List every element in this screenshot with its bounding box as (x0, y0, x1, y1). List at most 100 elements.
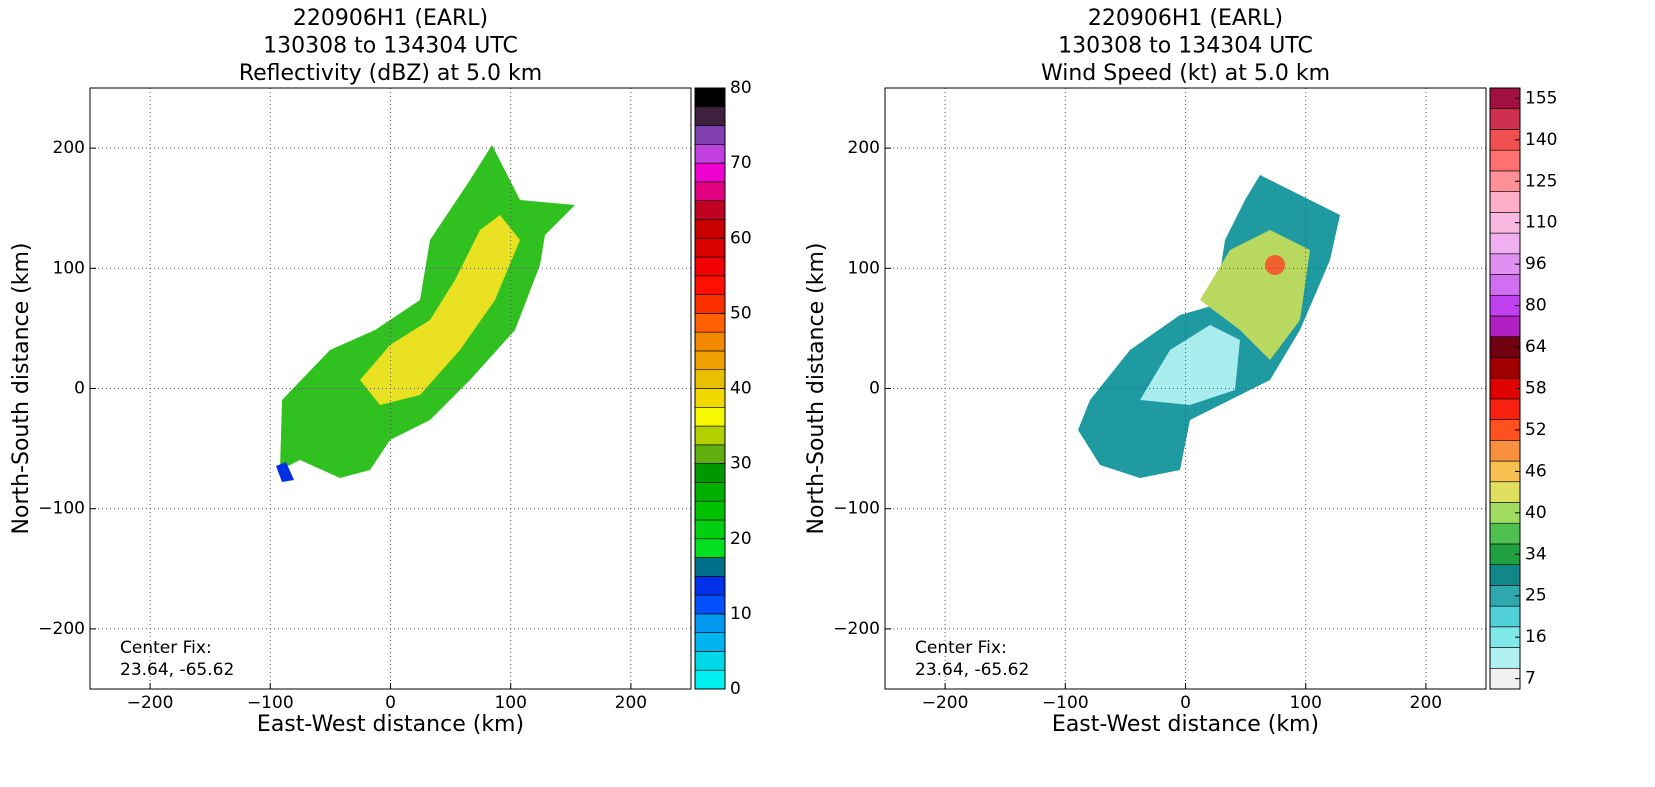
x-tick-label: 0 (385, 693, 396, 713)
x-axis-label: East-West distance (km) (1052, 712, 1319, 737)
colorbar-bin (1489, 647, 1521, 669)
chart-title: 130308 to 134304 UTC (263, 34, 518, 59)
colorbar-bin (694, 87, 726, 108)
colorbar-tick-label: 60 (730, 228, 752, 248)
x-tick-label: −100 (247, 693, 294, 713)
colorbar-bin (694, 444, 726, 464)
colorbar-bin (694, 369, 726, 389)
y-axis-label: North-South distance (km) (804, 243, 829, 535)
chart-title: 220906H1 (EARL) (1088, 6, 1283, 31)
x-tick-label: −200 (922, 693, 969, 713)
y-axis-label: North-South distance (km) (9, 243, 34, 535)
x-tick-label: 100 (1289, 693, 1321, 713)
colorbar-bin (694, 350, 726, 371)
colorbar-bin (694, 557, 726, 577)
colorbar-bin (694, 162, 726, 183)
colorbar-tick-label: 80 (1525, 296, 1547, 316)
colorbar-tick-label: 140 (1525, 130, 1557, 150)
y-tick-label: 100 (848, 258, 880, 278)
colorbar-bin (1489, 440, 1521, 462)
colorbar-tick-label: 34 (1525, 544, 1547, 564)
field-max (1265, 255, 1285, 275)
y-tick-label: 100 (53, 258, 85, 278)
chart-title: Reflectivity (dBZ) at 5.0 km (239, 61, 542, 86)
colorbar-bin (1489, 481, 1521, 503)
x-tick-label: −200 (127, 693, 174, 713)
colorbar-bin (694, 519, 726, 540)
annotation: Center Fix: (915, 638, 1007, 658)
colorbar-tick-label: 155 (1525, 88, 1557, 108)
colorbar-bin (694, 388, 726, 408)
colorbar-tick-label: 125 (1525, 171, 1557, 191)
colorbar-bin (694, 294, 726, 314)
colorbar-bin (694, 200, 726, 220)
colorbar-bin (1489, 605, 1521, 628)
colorbar-bin (694, 106, 726, 126)
colorbar-tick-label: 110 (1525, 213, 1557, 233)
colorbar-bin (694, 275, 726, 295)
colorbar-tick-label: 70 (730, 153, 752, 173)
colorbar-bin (694, 463, 726, 483)
x-tick-label: −100 (1042, 693, 1089, 713)
colorbar-bin (694, 181, 726, 201)
colorbar-tick-label: 7 (1525, 669, 1536, 689)
chart-title: 130308 to 134304 UTC (1058, 34, 1313, 59)
field-edge (276, 462, 294, 482)
y-tick-label: 0 (869, 379, 880, 399)
colorbar-bin (1489, 232, 1521, 255)
colorbar-bin (694, 632, 726, 652)
field-shape (280, 145, 575, 478)
colorbar-tick-label: 96 (1525, 254, 1547, 274)
colorbar-bin (1489, 108, 1521, 130)
field-core (360, 215, 520, 405)
y-tick-label: −100 (833, 499, 880, 519)
colorbar-bin (694, 237, 726, 258)
annotation: 23.64, -65.62 (120, 660, 234, 680)
colorbar-tick-label: 52 (1525, 420, 1547, 440)
x-tick-label: 200 (1410, 693, 1442, 713)
colorbar-tick-label: 20 (730, 529, 752, 549)
colorbar-bin (694, 144, 726, 164)
y-tick-label: 200 (53, 138, 85, 158)
y-tick-label: −100 (38, 499, 85, 519)
annotation: 23.64, -65.62 (915, 660, 1029, 680)
colorbar-tick-label: 80 (730, 78, 752, 98)
colorbar-bin (1489, 398, 1521, 420)
colorbar-bin (694, 669, 726, 690)
colorbar-tick-label: 40 (730, 379, 752, 399)
y-tick-label: −200 (833, 619, 880, 639)
colorbar-bin (694, 594, 726, 615)
colorbar-tick-label: 10 (730, 604, 752, 624)
colorbar-tick-label: 58 (1525, 379, 1547, 399)
x-tick-label: 0 (1180, 693, 1191, 713)
colorbar-bin (694, 425, 726, 446)
colorbar-bin (1489, 564, 1521, 586)
chart-title: Wind Speed (kt) at 5.0 km (1041, 61, 1330, 86)
colorbar-bin (694, 482, 726, 502)
colorbar-tick-label: 50 (730, 303, 752, 323)
colorbar-bin (1489, 149, 1521, 172)
colorbar-tick-label: 25 (1525, 586, 1547, 606)
colorbar-tick-label: 0 (730, 679, 741, 699)
colorbar-tick-label: 46 (1525, 461, 1547, 481)
wind-field (1078, 175, 1340, 478)
colorbar-bin (694, 125, 726, 145)
colorbar-bin (694, 576, 726, 596)
plot-frame (89, 87, 692, 690)
colorbar-tick-label: 64 (1525, 337, 1547, 357)
colorbar-bin (694, 331, 726, 352)
colorbar-bin (1489, 522, 1521, 545)
colorbar-bin (1489, 357, 1521, 379)
x-tick-label: 100 (494, 693, 526, 713)
y-tick-label: −200 (38, 619, 85, 639)
chart-title: 220906H1 (EARL) (293, 6, 488, 31)
colorbar-tick-label: 40 (1525, 503, 1547, 523)
annotation: Center Fix: (120, 638, 212, 658)
colorbar-bin (694, 538, 726, 558)
x-axis-label: East-West distance (km) (257, 712, 524, 737)
colorbar-tick-label: 30 (730, 454, 752, 474)
field-core (1140, 325, 1240, 405)
colorbar-bin (1489, 191, 1521, 213)
echo-field (276, 145, 575, 482)
